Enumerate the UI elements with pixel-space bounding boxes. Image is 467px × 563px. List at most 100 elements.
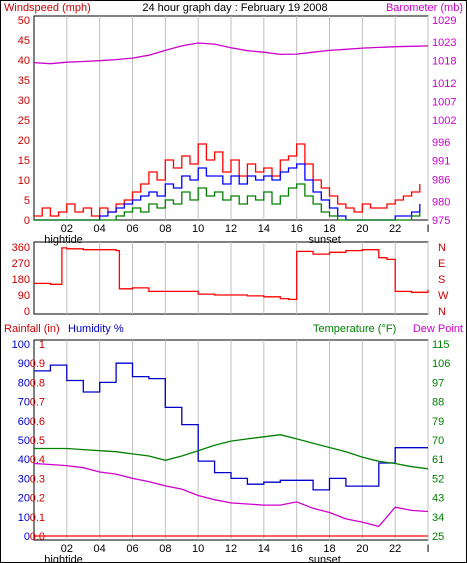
- x-tick-label: 22: [389, 543, 401, 555]
- x-tick-label: 10: [192, 543, 204, 555]
- temp-y-tick: 52: [432, 473, 444, 485]
- x-tick-label: I: [426, 543, 429, 555]
- x-tick-label: 06: [126, 223, 138, 235]
- x-tick-label: 14: [258, 223, 270, 235]
- compass-label: W: [438, 290, 449, 302]
- dir-y-tick: 0: [24, 306, 30, 318]
- wind-y-tick: 20: [18, 135, 30, 147]
- event-marker-label: sunset: [308, 554, 340, 562]
- x-tick-label: 12: [225, 543, 237, 555]
- rain-y-tick: 0.2: [30, 493, 45, 505]
- baro-y-tick: 975: [432, 215, 450, 227]
- rain-y-tick: 1: [39, 339, 45, 351]
- series-temperature: [34, 434, 429, 470]
- humidity-y-tick: 60: [18, 416, 30, 428]
- x-tick-label: 22: [389, 223, 401, 235]
- dew-axis-title: Dew Point: [413, 323, 463, 335]
- rain-axis-title: Rainfall (in): [4, 323, 60, 335]
- compass-label: E: [438, 258, 445, 270]
- baro-y-tick: 1018: [432, 56, 456, 68]
- humidity-y-tick: 30: [18, 473, 30, 485]
- rain-y-tick: 0.7: [30, 397, 45, 409]
- x-tick-label: 06: [126, 543, 138, 555]
- x-tick-label: 12: [225, 223, 237, 235]
- baro-y-tick: 1012: [432, 78, 456, 90]
- baro-y-tick: 1029: [432, 15, 456, 27]
- humidity-y-tick: 20: [18, 493, 30, 505]
- humidity-y-tick: 10: [18, 512, 30, 524]
- series-humidity: [34, 362, 428, 491]
- baro-y-tick: 1002: [432, 115, 456, 127]
- humidity-axis-title: Humidity %: [68, 323, 124, 335]
- temp-y-tick: 106: [432, 358, 450, 370]
- humidity-y-tick: 70: [18, 397, 30, 409]
- temp-y-tick: 115: [432, 339, 450, 351]
- temp-y-tick: 61: [432, 454, 444, 466]
- baro-y-tick: 986: [432, 174, 450, 186]
- x-tick-label: 20: [356, 543, 368, 555]
- x-tick-label: 10: [192, 223, 204, 235]
- humidity-y-tick: 80: [18, 377, 30, 389]
- compass-label: N: [438, 242, 446, 254]
- x-tick-label: 04: [94, 543, 106, 555]
- compass-label: S: [438, 274, 445, 286]
- baro-y-tick: 980: [432, 196, 450, 208]
- baro-y-tick: 991: [432, 156, 450, 168]
- rain-y-tick: 0.6: [30, 416, 45, 428]
- wind-y-tick: 10: [18, 175, 30, 187]
- temp-y-tick: 25: [432, 531, 444, 543]
- wind-y-tick: 35: [18, 75, 30, 87]
- wind-axis-title: Windspeed (mph): [4, 2, 91, 14]
- climate-plot: 02 04 06 08 10 12 14 16 18 20 22 I0 0.010 0.120 0.230 0…: [12, 339, 451, 562]
- x-tick-label: 18: [323, 543, 335, 555]
- baro-y-tick: 996: [432, 137, 450, 149]
- wind-y-tick: 0: [24, 215, 30, 227]
- wind-plot: 02 04 06 08 10 12 14 16 18 20 22 I05101520253035404…: [18, 15, 457, 246]
- rain-y-tick: 0.8: [30, 377, 45, 389]
- temp-y-tick: 97: [432, 377, 444, 389]
- compass-label: N: [438, 306, 446, 318]
- humidity-y-tick: 40: [18, 454, 30, 466]
- wind-y-tick: 40: [18, 55, 30, 67]
- x-tick-label: 04: [94, 223, 106, 235]
- temp-axis-title: Temperature (°F): [313, 323, 396, 335]
- x-tick-label: 16: [291, 223, 303, 235]
- x-tick-label: 20: [356, 223, 368, 235]
- series-dew-point: [33, 462, 429, 528]
- humidity-y-tick: 0: [24, 531, 30, 543]
- humidity-y-tick: 100: [12, 339, 30, 351]
- wind-y-tick: 30: [18, 95, 30, 107]
- wind-y-tick: 15: [18, 155, 30, 167]
- dir-y-tick: 360: [12, 242, 30, 254]
- x-tick-label: 16: [291, 543, 303, 555]
- event-marker-label: hightide: [44, 554, 83, 562]
- wind-y-tick: 25: [18, 115, 30, 127]
- x-tick-label: 02: [61, 543, 73, 555]
- dir-y-tick: 90: [18, 290, 30, 302]
- dir-y-tick: 180: [12, 274, 30, 286]
- rain-y-tick: 0.0: [30, 531, 45, 543]
- rain-y-tick: 0.3: [30, 473, 45, 485]
- humidity-y-tick: 90: [18, 358, 30, 370]
- wind-y-tick: 45: [18, 35, 30, 47]
- baro-axis-title: Barometer (mb): [386, 2, 463, 14]
- rain-y-tick: 0.5: [30, 435, 45, 447]
- baro-y-tick: 1007: [432, 96, 456, 108]
- baro-y-tick: 1023: [432, 37, 456, 49]
- x-tick-label: 08: [159, 543, 171, 555]
- temp-y-tick: 88: [432, 397, 444, 409]
- wind-y-tick: 5: [24, 195, 30, 207]
- series-gust: [34, 143, 421, 217]
- x-tick-label: 18: [323, 223, 335, 235]
- dir-y-tick: 270: [12, 258, 30, 270]
- series-wind-direction: [34, 247, 429, 301]
- rain-y-tick: 0.1: [30, 512, 45, 524]
- temp-y-tick: 70: [432, 435, 444, 447]
- rain-y-tick: 0.9: [30, 358, 45, 370]
- series-average: [34, 163, 421, 221]
- x-tick-label: 14: [258, 543, 270, 555]
- x-tick-label: 08: [159, 223, 171, 235]
- series-barometer: [33, 42, 429, 65]
